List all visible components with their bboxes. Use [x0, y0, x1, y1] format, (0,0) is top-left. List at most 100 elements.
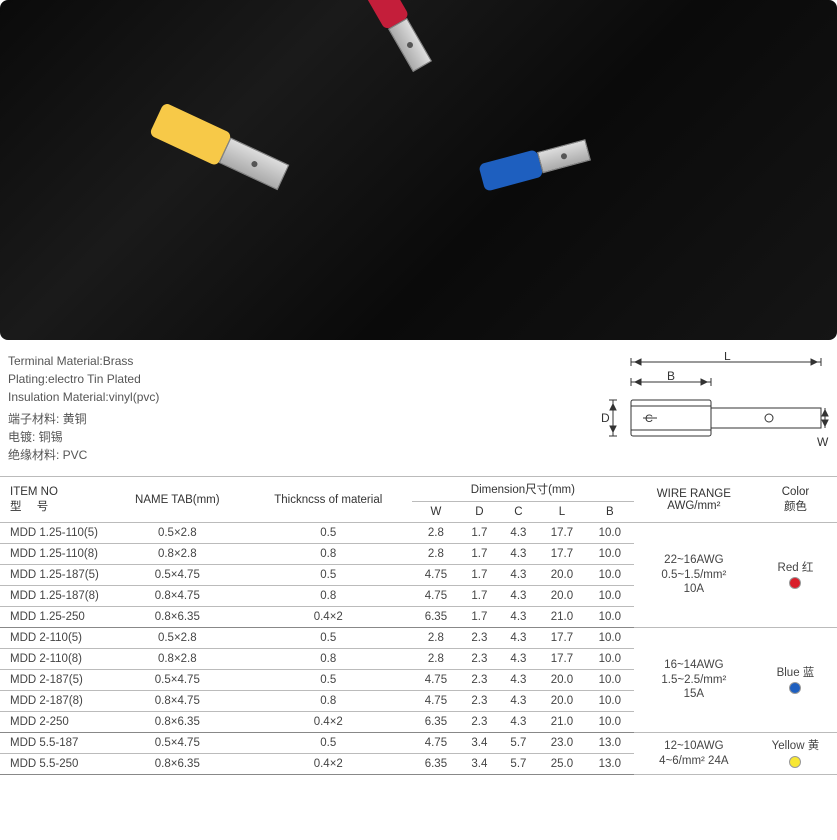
spec-en-2: Plating:electro Tin Plated	[8, 370, 159, 388]
cell-color: Yellow 黄	[754, 733, 837, 775]
cell-L: 17.7	[538, 649, 586, 670]
cell-thk: 0.5	[245, 670, 412, 691]
cell-item: MDD 5.5-250	[0, 754, 110, 775]
spec-cn-2: 电镀: 铜锡	[8, 428, 159, 446]
spec-text-block: Terminal Material:Brass Plating:electro …	[8, 352, 159, 464]
diagram-label-D: D	[601, 411, 610, 425]
cell-item: MDD 2-250	[0, 712, 110, 733]
cell-L: 21.0	[538, 712, 586, 733]
cell-C: 5.7	[499, 754, 538, 775]
cell-item: MDD 1.25-110(8)	[0, 544, 110, 565]
th-L: L	[538, 502, 586, 523]
terminal-blue	[478, 136, 591, 192]
cell-L: 20.0	[538, 670, 586, 691]
cell-B: 10.0	[586, 607, 634, 628]
diagram-label-L: L	[724, 352, 731, 363]
cell-D: 2.3	[460, 670, 499, 691]
cell-W: 4.75	[412, 586, 460, 607]
cell-item: MDD 5.5-187	[0, 733, 110, 754]
cell-L: 23.0	[538, 733, 586, 754]
diagram-label-W: W	[817, 435, 829, 449]
cell-W: 2.8	[412, 544, 460, 565]
cell-W: 6.35	[412, 607, 460, 628]
cell-L: 20.0	[538, 586, 586, 607]
cell-item: MDD 1.25-187(8)	[0, 586, 110, 607]
table-head: ITEM NO 型 号 NAME TAB(mm) Thickncss of ma…	[0, 477, 837, 523]
cell-B: 10.0	[586, 565, 634, 586]
dimension-diagram: L B D C W	[599, 352, 829, 462]
cell-thk: 0.5	[245, 523, 412, 544]
cell-thk: 0.8	[245, 691, 412, 712]
cell-tab: 0.5×4.75	[110, 670, 245, 691]
cell-B: 10.0	[586, 670, 634, 691]
cell-tab: 0.5×4.75	[110, 565, 245, 586]
cell-W: 4.75	[412, 691, 460, 712]
cell-thk: 0.5	[245, 733, 412, 754]
cell-W: 4.75	[412, 670, 460, 691]
terminal-red	[355, 0, 434, 74]
cell-W: 6.35	[412, 754, 460, 775]
cell-C: 4.3	[499, 712, 538, 733]
cell-item: MDD 1.25-187(5)	[0, 565, 110, 586]
cell-B: 10.0	[586, 691, 634, 712]
cell-L: 20.0	[538, 565, 586, 586]
th-color: Color 颜色	[754, 477, 837, 523]
cell-D: 1.7	[460, 607, 499, 628]
cell-wirerange: 12~10AWG4~6/mm² 24A	[634, 733, 754, 775]
cell-thk: 0.8	[245, 649, 412, 670]
table-row: MDD 1.25-110(5)0.5×2.80.52.81.74.317.710…	[0, 523, 837, 544]
cell-tab: 0.8×6.35	[110, 712, 245, 733]
cell-item: MDD 1.25-250	[0, 607, 110, 628]
th-C: C	[499, 502, 538, 523]
cell-tab: 0.5×2.8	[110, 628, 245, 649]
th-dimension: Dimension尺寸(mm)	[412, 477, 634, 502]
cell-D: 3.4	[460, 733, 499, 754]
cell-L: 17.7	[538, 544, 586, 565]
cell-tab: 0.8×4.75	[110, 586, 245, 607]
table-row: MDD 5.5-1870.5×4.750.54.753.45.723.013.0…	[0, 733, 837, 754]
cell-D: 2.3	[460, 649, 499, 670]
cell-C: 4.3	[499, 523, 538, 544]
cell-W: 2.8	[412, 649, 460, 670]
cell-wirerange: 22~16AWG0.5~1.5/mm²10A	[634, 523, 754, 628]
table-row: MDD 2-110(5)0.5×2.80.52.82.34.317.710.01…	[0, 628, 837, 649]
table-body: MDD 1.25-110(5)0.5×2.80.52.81.74.317.710…	[0, 523, 837, 775]
th-D: D	[460, 502, 499, 523]
cell-D: 2.3	[460, 712, 499, 733]
cell-B: 13.0	[586, 754, 634, 775]
diagram-label-C: C	[645, 413, 653, 425]
cell-C: 4.3	[499, 649, 538, 670]
cell-C: 4.3	[499, 670, 538, 691]
cell-D: 3.4	[460, 754, 499, 775]
cell-L: 17.7	[538, 523, 586, 544]
color-dot-icon	[789, 756, 801, 768]
cell-B: 10.0	[586, 586, 634, 607]
cell-item: MDD 2-187(5)	[0, 670, 110, 691]
th-nametab: NAME TAB(mm)	[110, 477, 245, 523]
cell-L: 25.0	[538, 754, 586, 775]
cell-color: Red 红	[754, 523, 837, 628]
cell-thk: 0.4×2	[245, 607, 412, 628]
cell-C: 4.3	[499, 628, 538, 649]
cell-B: 10.0	[586, 544, 634, 565]
cell-W: 4.75	[412, 565, 460, 586]
cell-C: 4.3	[499, 544, 538, 565]
cell-item: MDD 1.25-110(5)	[0, 523, 110, 544]
cell-W: 2.8	[412, 628, 460, 649]
cell-W: 2.8	[412, 523, 460, 544]
cell-D: 1.7	[460, 523, 499, 544]
spec-cn-3: 绝缘材料: PVC	[8, 446, 159, 464]
cell-thk: 0.5	[245, 628, 412, 649]
cell-D: 1.7	[460, 565, 499, 586]
cell-D: 1.7	[460, 544, 499, 565]
terminal-yellow	[149, 102, 291, 194]
cell-C: 4.3	[499, 586, 538, 607]
th-wirerange: WIRE RANGE AWG/mm²	[634, 477, 754, 523]
cell-W: 4.75	[412, 733, 460, 754]
spec-table: ITEM NO 型 号 NAME TAB(mm) Thickncss of ma…	[0, 476, 837, 775]
cell-tab: 0.8×6.35	[110, 754, 245, 775]
diagram-label-B: B	[667, 369, 675, 383]
cell-L: 17.7	[538, 628, 586, 649]
cell-C: 4.3	[499, 565, 538, 586]
cell-C: 4.3	[499, 691, 538, 712]
